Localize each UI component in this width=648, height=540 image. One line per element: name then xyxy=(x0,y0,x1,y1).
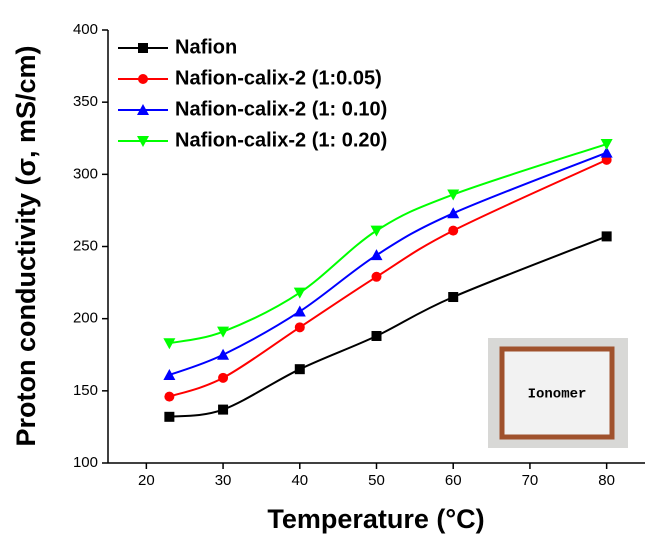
marker xyxy=(218,404,229,415)
legend-label: Nafion-calix-2 (1: 0.20) xyxy=(175,129,387,151)
marker xyxy=(601,231,612,242)
x-tick-label: 80 xyxy=(598,472,615,489)
legend-label: Nafion-calix-2 (1:0.05) xyxy=(175,67,382,89)
x-tick-label: 30 xyxy=(215,472,232,489)
y-tick-label: 350 xyxy=(73,93,98,110)
y-tick-label: 150 xyxy=(73,382,98,399)
marker xyxy=(218,372,229,383)
marker xyxy=(600,146,613,158)
x-tick-label: 60 xyxy=(445,472,462,489)
y-tick-label: 400 xyxy=(73,21,98,38)
x-tick-label: 20 xyxy=(138,472,155,489)
legend-marker xyxy=(138,43,148,53)
y-tick-label: 250 xyxy=(73,237,98,254)
x-axis-title: Temperature (°C) xyxy=(267,504,484,534)
marker xyxy=(447,207,460,219)
legend-label: Nafion-calix-2 (1: 0.10) xyxy=(175,98,387,120)
x-tick-label: 40 xyxy=(291,472,308,489)
marker xyxy=(371,330,382,341)
marker xyxy=(163,338,176,350)
marker xyxy=(448,225,459,236)
inset-photo: Ionomer xyxy=(488,338,628,448)
marker xyxy=(370,225,383,237)
y-tick-label: 100 xyxy=(73,454,98,471)
x-tick-label: 70 xyxy=(522,472,539,489)
marker xyxy=(371,271,382,282)
legend-label: Nafion xyxy=(175,36,237,58)
marker xyxy=(217,326,230,338)
legend-marker xyxy=(138,74,148,84)
marker xyxy=(370,249,383,261)
marker xyxy=(163,368,176,380)
legend-marker xyxy=(137,104,149,115)
y-tick-label: 300 xyxy=(73,165,98,182)
marker xyxy=(293,287,306,299)
marker xyxy=(447,189,460,201)
series-line xyxy=(169,143,607,345)
inset-frame xyxy=(499,346,615,440)
y-axis-title: Proton conductivity (σ, mS/cm) xyxy=(11,45,41,446)
marker xyxy=(164,411,175,422)
inset-label: Ionomer xyxy=(528,387,587,403)
legend-marker xyxy=(137,136,149,147)
marker xyxy=(448,292,459,303)
x-tick-label: 50 xyxy=(368,472,385,489)
y-tick-label: 200 xyxy=(73,310,98,327)
marker xyxy=(293,305,306,317)
marker xyxy=(294,322,305,333)
marker xyxy=(600,139,613,151)
marker xyxy=(164,391,175,402)
marker xyxy=(294,364,305,375)
marker xyxy=(217,348,230,360)
